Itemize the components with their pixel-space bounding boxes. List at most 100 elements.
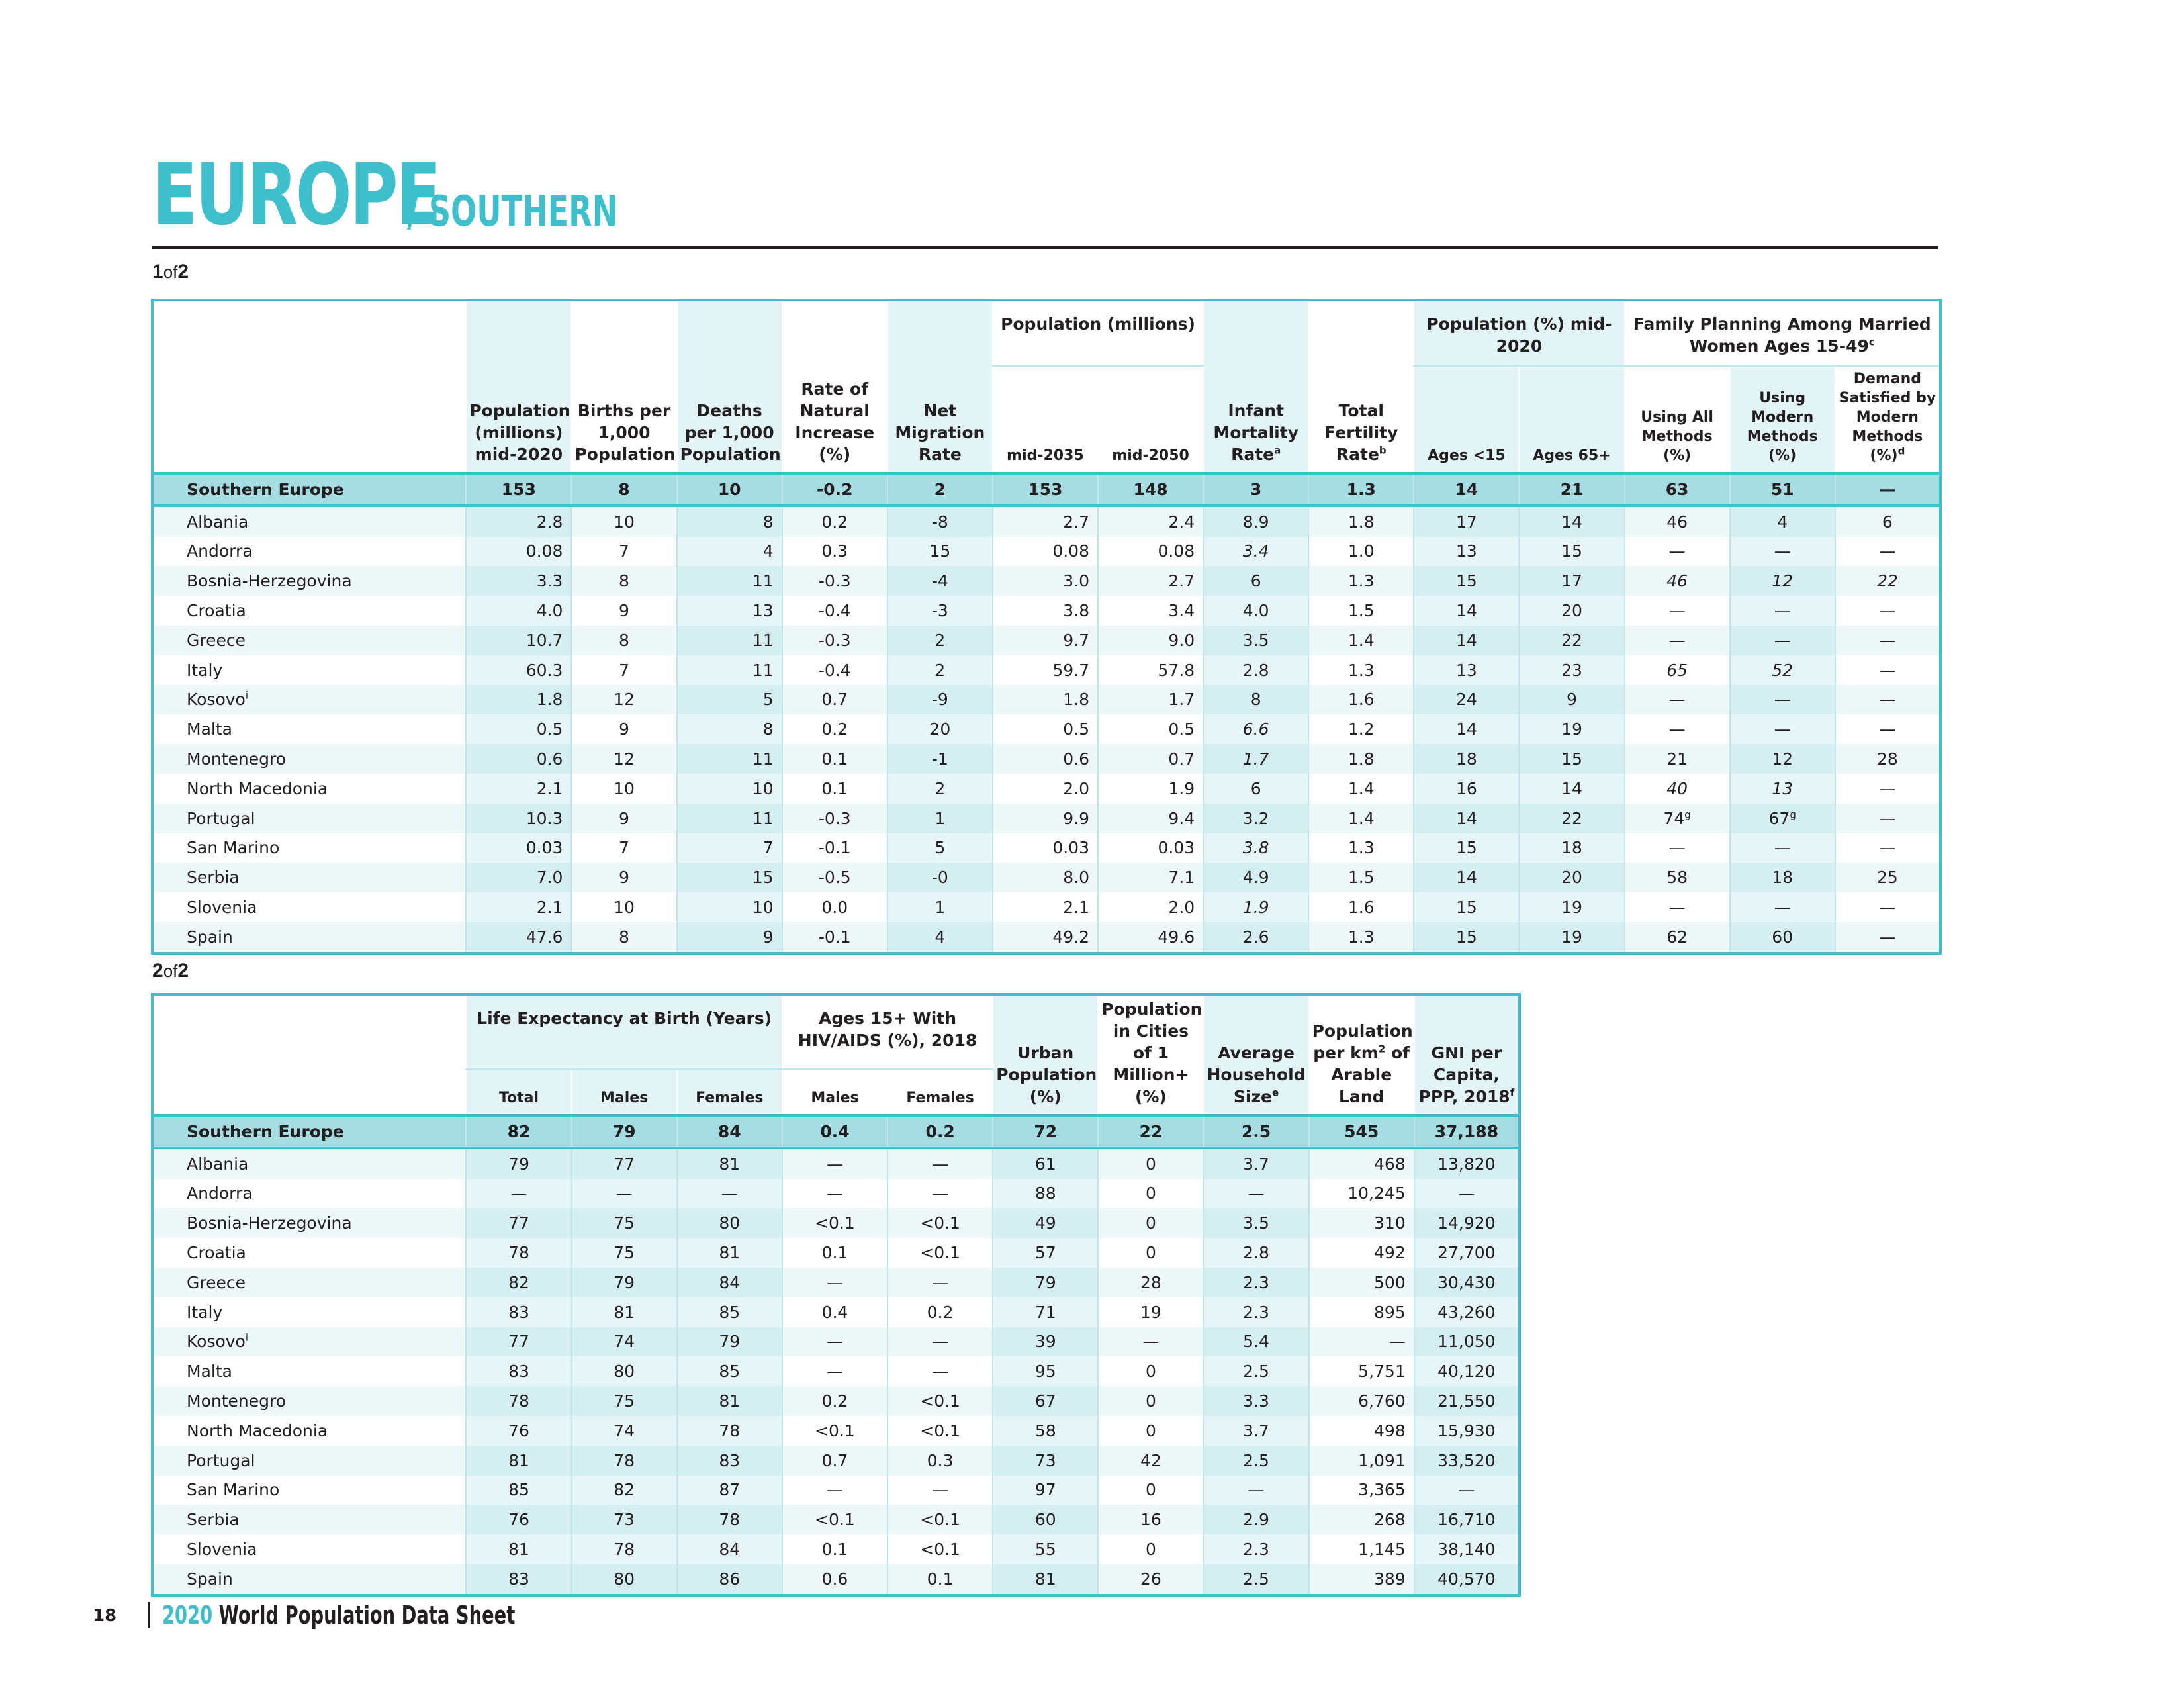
cell-value: 51	[1770, 479, 1794, 499]
cell-value: 3.7	[1243, 1421, 1269, 1440]
cell-value: 0.2	[821, 720, 848, 739]
table-cell: 2.1	[991, 892, 1098, 922]
cell-text: Greece	[187, 1272, 246, 1292]
cell-value: 11,050	[1437, 1332, 1496, 1352]
table-cell: 8	[570, 625, 677, 655]
cell-text: Spain	[187, 927, 233, 947]
cell-value: 1.3	[1347, 571, 1375, 591]
table-cell: 20	[1518, 863, 1625, 893]
cell-value: 17	[1561, 571, 1582, 591]
table-cell: 65	[1623, 655, 1730, 685]
cell-value: 16	[1455, 778, 1477, 798]
cell-value: 7	[619, 541, 629, 561]
table-cell: 73	[570, 1505, 677, 1535]
table-cell: 21	[1623, 744, 1730, 774]
cell-value: 10.3	[525, 808, 563, 828]
table-cell: 1.8	[991, 684, 1098, 715]
table-cell: 8	[570, 921, 677, 953]
table-cell: 2.1	[465, 773, 572, 804]
cell-value: 2.7	[1063, 512, 1089, 532]
table-cell: 0	[1097, 1208, 1204, 1239]
table-cell: 40	[1623, 773, 1730, 804]
footnote-b: b	[1379, 444, 1387, 457]
table-cell: 26	[1097, 1564, 1204, 1595]
table-cell: 71	[992, 1297, 1099, 1327]
table-row: Greece 82 79 84 — — 79 28 2.3 500 30,430	[152, 1267, 1520, 1297]
table-cell: 0.7	[781, 1445, 888, 1476]
table-cell: —	[887, 1147, 993, 1179]
table-cell: 22	[1518, 625, 1625, 655]
table-cell: 33,520	[1413, 1445, 1520, 1476]
table-cell: —	[1834, 833, 1940, 863]
table-cell: 1.3	[1308, 566, 1414, 596]
header-blank	[152, 994, 467, 1115]
cell-value: 15	[1561, 749, 1582, 769]
header-household-text: Average Household Size	[1206, 1043, 1306, 1106]
cell-value: 33,520	[1437, 1450, 1496, 1470]
cell-value: 2.4	[1168, 512, 1195, 532]
table-cell: -0.3	[781, 625, 887, 655]
cell-text: Spain	[187, 1569, 233, 1589]
cell-value: 13	[1455, 660, 1477, 680]
table-row: Portugal 10.3 9 11 -0.3 1 9.9 9.4 3.2 1.4 14 22 74g 6…	[152, 803, 1940, 833]
table-cell: 0.5	[1097, 714, 1204, 745]
cell-value: 18	[1561, 838, 1582, 858]
cell-value: —	[1774, 541, 1791, 561]
cell-value: 2.1	[536, 778, 563, 798]
cell-value: 268	[1374, 1510, 1406, 1530]
cell-value: 60.3	[525, 660, 563, 680]
cell-value: 14	[1455, 808, 1477, 828]
table-cell: 1	[886, 892, 993, 922]
cell-value: —	[1774, 720, 1791, 739]
table-cell: —	[1834, 625, 1940, 655]
table-cell: —	[465, 1178, 572, 1209]
table-cell: 0.1	[887, 1564, 993, 1595]
table-2-body: Southern Europe 82 79 84 0.4 0.2 72 22 2.5 545 37,…	[152, 1114, 1520, 1595]
cell-value: 1.8	[1347, 749, 1375, 769]
cell-value: 9.4	[1168, 808, 1195, 828]
cell-value: 2	[934, 660, 946, 680]
cell-value: —	[932, 1154, 949, 1174]
cell-value: 19	[1561, 898, 1582, 917]
table-cell: 3.4	[1097, 596, 1204, 626]
footer-year: 2020	[162, 1601, 213, 1630]
table-cell: -0.1	[781, 833, 887, 863]
table-cell: 10	[570, 773, 677, 804]
table-cell: 14,920	[1413, 1208, 1520, 1239]
cell-value: 75	[614, 1243, 635, 1263]
cell-value: —	[1668, 838, 1686, 858]
table-cell: 8.0	[991, 863, 1098, 893]
table-cell: 57.8	[1097, 655, 1204, 685]
cell-value: 2	[934, 778, 946, 798]
table-cell: —	[887, 1267, 993, 1297]
table-cell: —	[1623, 684, 1730, 715]
cell-text: Croatia	[187, 601, 246, 621]
table-cell: 80	[570, 1564, 677, 1595]
cell-value: 82	[507, 1121, 531, 1141]
table-cell: —	[1203, 1475, 1309, 1505]
table-cell: 9	[570, 714, 677, 745]
table-row: San Marino 0.03 7 7 -0.1 5 0.03 0.03 3.8 1.3 15 18 —…	[152, 833, 1940, 863]
table-cell: 7	[570, 536, 677, 567]
cell-value: 95	[1034, 1362, 1056, 1382]
cell-value: 0	[1145, 1540, 1156, 1560]
cell-value: 5	[762, 690, 774, 710]
table-cell: 2	[886, 773, 993, 804]
part-label-1: 1of2	[152, 261, 189, 283]
table-cell: —	[1834, 892, 1940, 922]
table-cell: —	[1834, 803, 1940, 833]
cell-value: 0.08	[1158, 541, 1195, 561]
table-cell: 2.0	[991, 773, 1098, 804]
cell-value: 468	[1374, 1154, 1406, 1174]
table-row: Slovenia 81 78 84 0.1 <0.1 55 0 2.3 1,145 38,140	[152, 1534, 1520, 1564]
table-cell: —	[676, 1178, 782, 1209]
table-cell: —	[781, 1475, 888, 1505]
table-cell: 21	[1518, 472, 1625, 507]
cell-value: 0.2	[821, 1391, 848, 1411]
cell-value: 2.8	[1243, 1243, 1269, 1263]
cell-value: 9.9	[1063, 808, 1089, 828]
table-cell: 15	[1413, 566, 1520, 596]
table-row: Kosovoi 1.8 12 5 0.7 -9 1.8 1.7 8 1.6 24 9 — — —	[152, 684, 1940, 715]
header-net-migration: Net Migration Rate	[886, 300, 993, 473]
table-cell: 7	[676, 833, 782, 863]
